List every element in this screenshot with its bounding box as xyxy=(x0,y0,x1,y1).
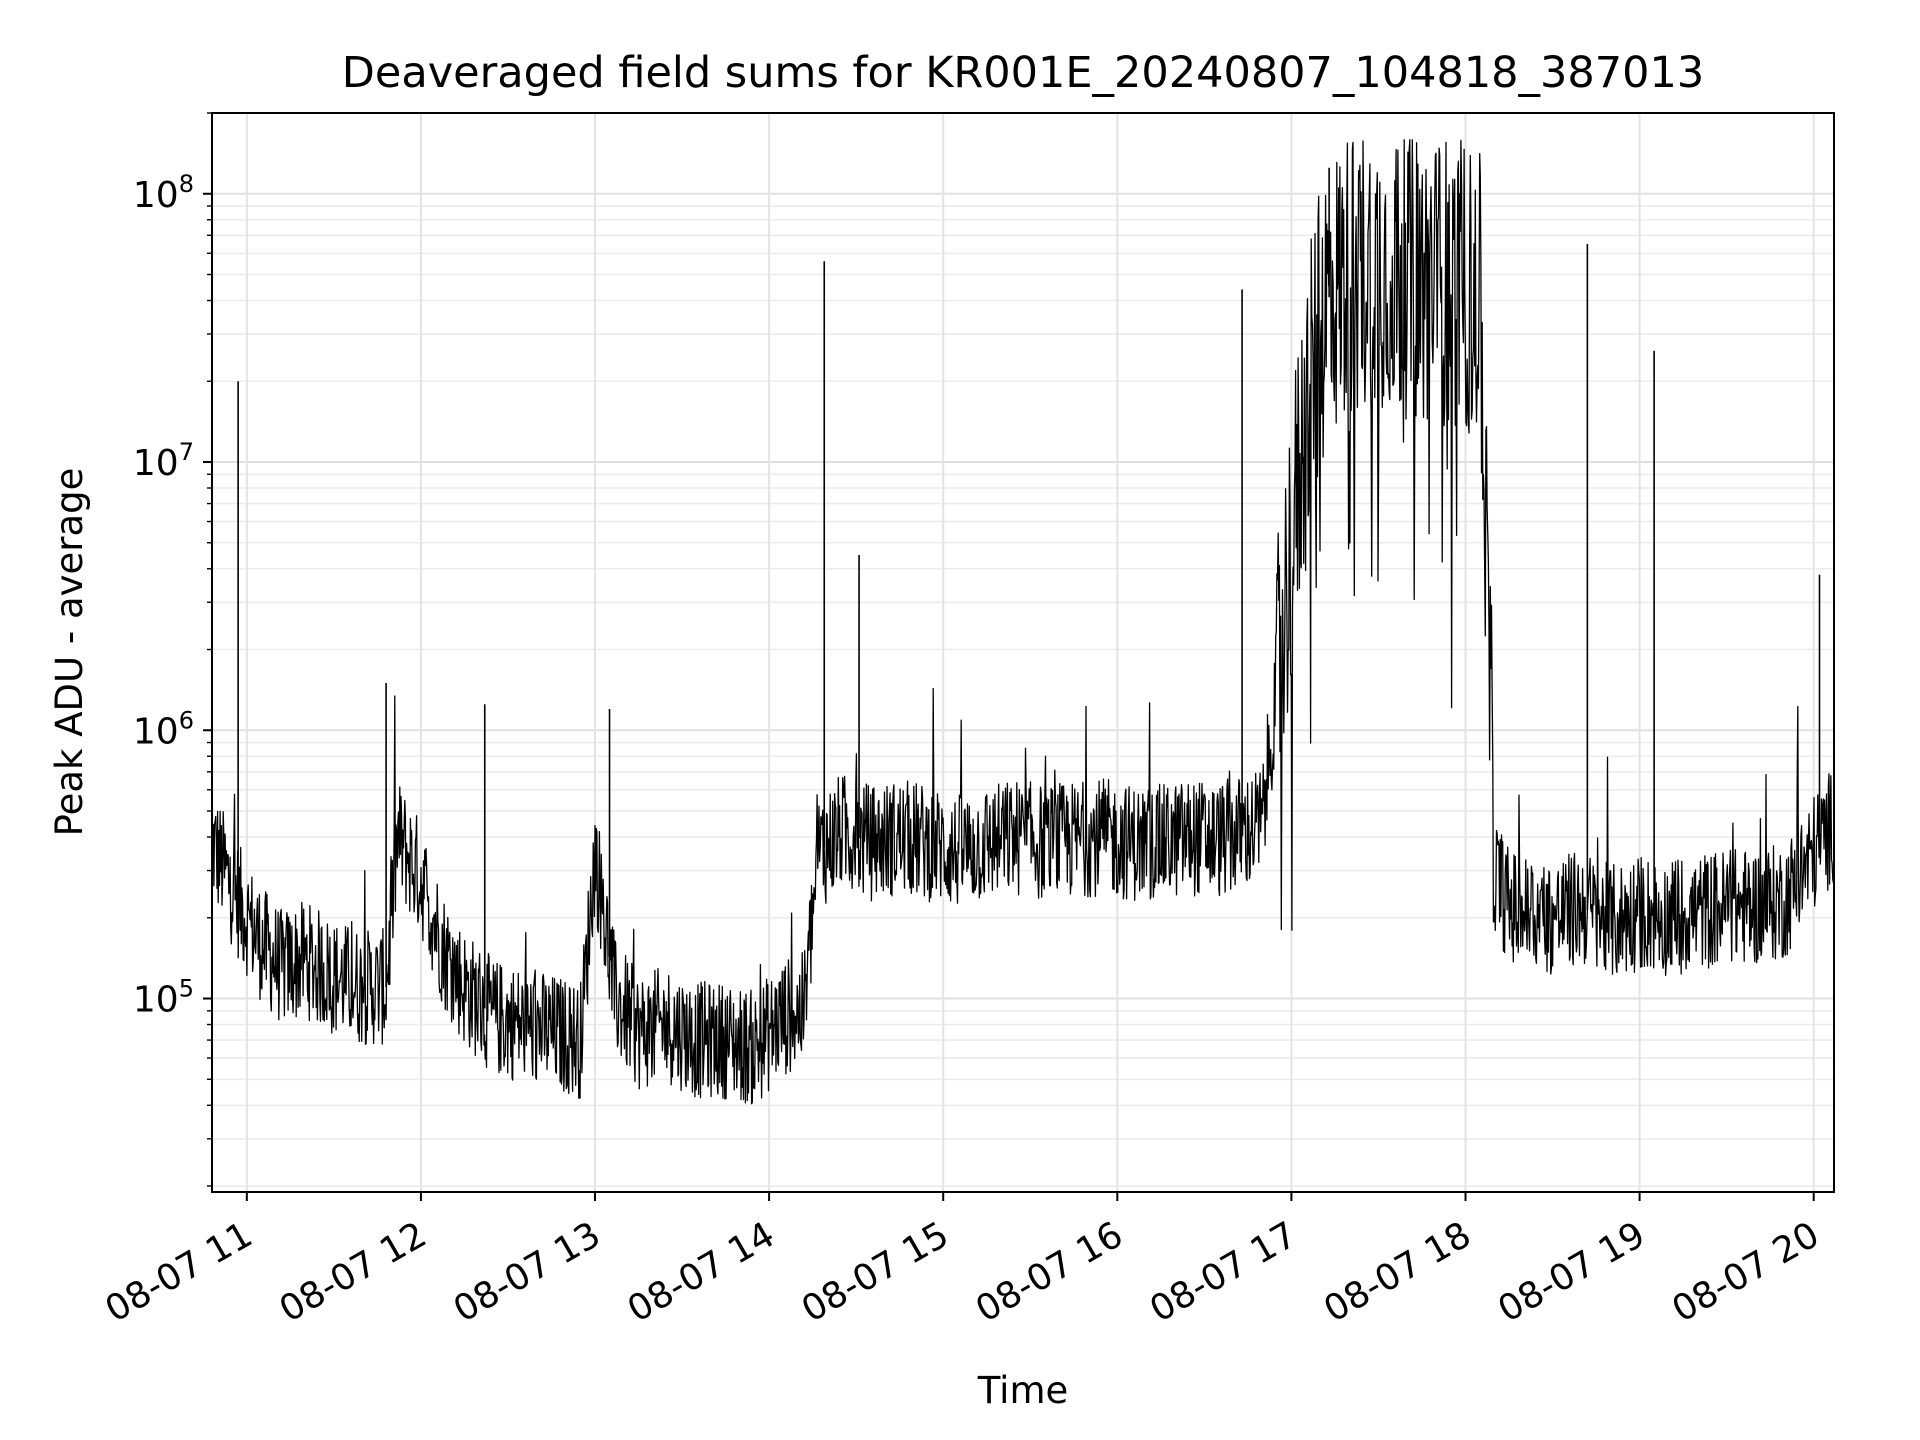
y-axis-label: Peak ADU - average xyxy=(48,468,91,837)
y-tick-label: 108 xyxy=(133,170,194,216)
data-layer xyxy=(211,139,1835,1105)
plot-frame xyxy=(211,112,1835,1193)
y-tick-label: 107 xyxy=(133,438,194,484)
y-tick-label: 105 xyxy=(133,975,194,1021)
series-line xyxy=(211,139,1835,1105)
chart-title: Deaveraged field sums for KR001E_2024080… xyxy=(342,48,1704,98)
y-tick-label: 106 xyxy=(133,706,194,752)
grid xyxy=(212,112,1834,1192)
x-axis-label: Time xyxy=(977,1369,1069,1412)
